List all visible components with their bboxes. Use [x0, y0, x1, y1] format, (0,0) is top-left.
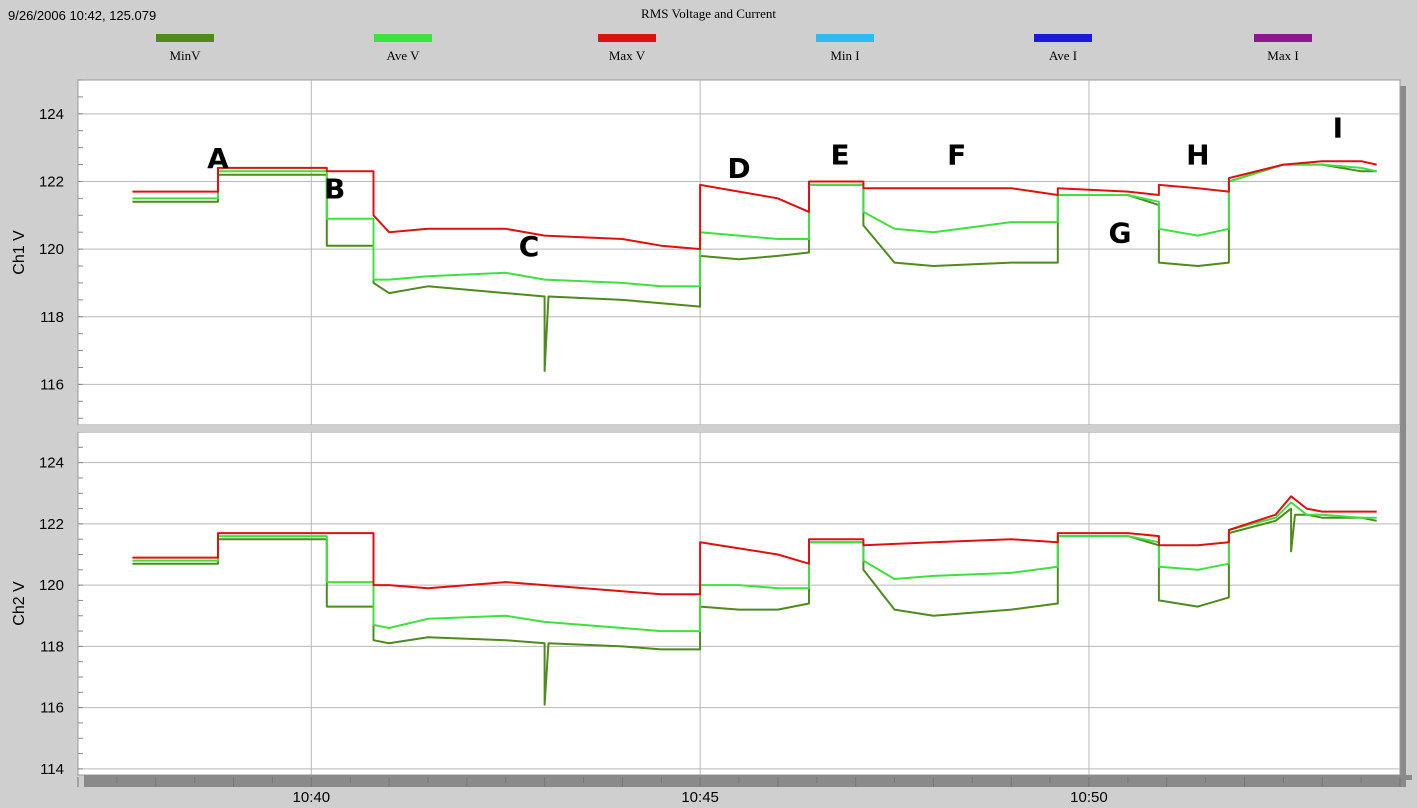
legend-item: Min I — [785, 34, 905, 64]
legend-label: Ave I — [1048, 48, 1078, 63]
legend-item: MinV — [125, 34, 245, 64]
y-tick-label: 118 — [40, 309, 64, 326]
panel-1: 116 118 120 122 124 Ch1 V A B C D E F G H I — [11, 79, 1401, 426]
annotation-label: C — [519, 230, 540, 263]
y-tick-label: 120 — [39, 577, 64, 594]
legend-label: MinV — [169, 48, 201, 63]
y-tick-label: 120 — [39, 241, 64, 258]
y-tick-label: 122 — [39, 173, 64, 190]
x-tick-label: 10:45 — [681, 789, 719, 806]
legend-label: Ave V — [386, 48, 420, 63]
legend-label: Max I — [1267, 48, 1299, 63]
panel-2: 114 116 118 120 122 124 Ch2 V — [11, 431, 1401, 778]
annotation-label: D — [727, 152, 750, 185]
plot-area — [77, 79, 1401, 426]
y-tick-label: 118 — [40, 638, 64, 655]
y-tick-label: 124 — [39, 106, 64, 123]
series-line — [132, 163, 1377, 372]
y-tick-label: 116 — [40, 376, 64, 393]
y-tick-label: 116 — [40, 700, 64, 717]
y-axis-title: Ch2 V — [11, 581, 28, 626]
panel-divider — [78, 425, 1400, 432]
legend-label: Max V — [608, 48, 646, 63]
legend-swatch — [1034, 34, 1092, 42]
chart-title: RMS Voltage and Current — [641, 6, 776, 21]
legend-swatch — [816, 34, 874, 42]
legend-item: Ave V — [343, 34, 463, 64]
y-tick-label: 124 — [39, 455, 64, 472]
x-tick-label: 10:40 — [293, 789, 331, 806]
y-tick-label: 122 — [39, 516, 64, 533]
annotation-label: A — [207, 142, 229, 175]
legend-item: Max V — [567, 34, 687, 64]
legend-swatch — [374, 34, 432, 42]
legend-item: Ave I — [1003, 34, 1123, 64]
x-axis-bar — [84, 775, 1412, 780]
cursor-readout: 9/26/2006 10:42, 125.079 — [8, 8, 157, 23]
annotation-label: G — [1109, 216, 1132, 249]
y-axis-title: Ch1 V — [11, 230, 28, 275]
legend-swatch — [598, 34, 656, 42]
legend-swatch — [156, 34, 214, 42]
legend-label: Min I — [830, 48, 860, 63]
annotation-label: F — [947, 139, 966, 172]
legend-item: Max I — [1223, 34, 1343, 64]
annotation-label: H — [1186, 139, 1209, 172]
x-tick-label: 10:50 — [1070, 789, 1108, 806]
plot-area — [77, 431, 1401, 776]
annotation-label: E — [831, 139, 850, 172]
legend-swatch — [1254, 34, 1312, 42]
series-line — [132, 160, 1377, 251]
annotation-label: I — [1333, 112, 1343, 145]
series-line — [132, 495, 1377, 596]
annotation-label: B — [324, 172, 345, 205]
y-tick-label: 114 — [40, 761, 64, 778]
